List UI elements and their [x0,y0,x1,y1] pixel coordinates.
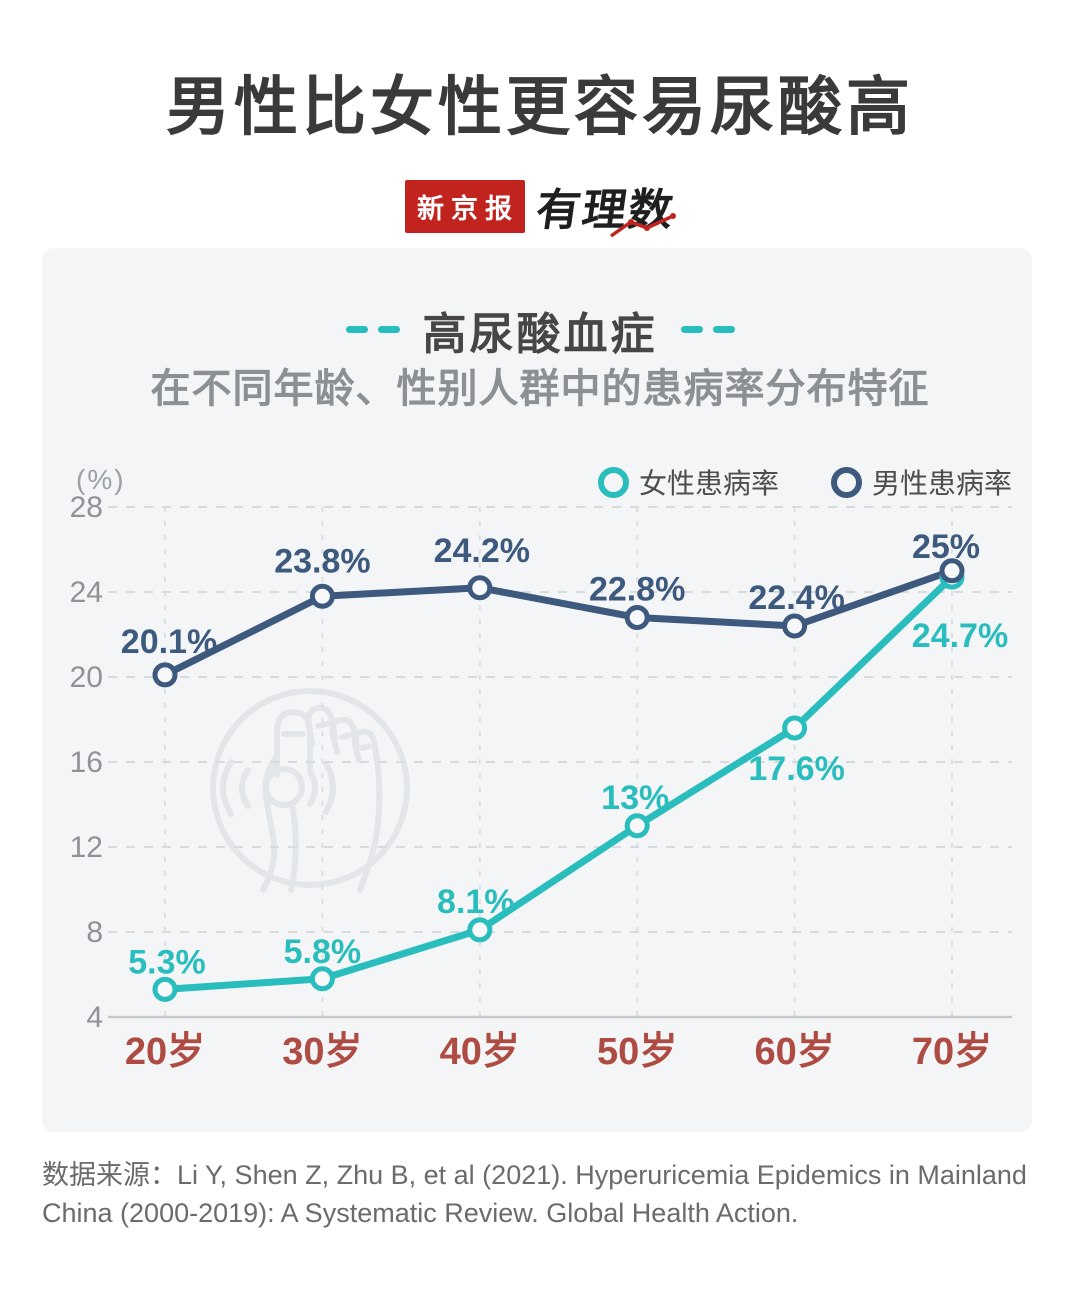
chart-title-row: 高尿酸血症 [0,298,1080,362]
legend-item-female: 女性患病率 [597,462,779,502]
dash-decoration-right [676,321,740,339]
chart-legend: 女性患病率 男性患病率 [597,462,1012,502]
xinjingbao-logo-badge: 新京报 [405,179,525,233]
y-axis-unit-label: (%) [76,464,126,495]
legend-marker-female-icon [597,466,629,498]
logo-linechart-icon [609,213,676,238]
youlishu-logo: 有理数 [533,174,678,238]
legend-item-male: 男性患病率 [830,462,1012,502]
brand-row: 新京报 有理数 [0,174,1080,238]
legend-label-male: 男性患病率 [871,468,1012,499]
legend-marker-male-icon [830,466,862,498]
chart-subtitle: 在不同年龄、性别人群中的患病率分布特征 [150,367,930,411]
page-title: 男性比女性更容易尿酸高 [166,71,914,143]
chart-title: 高尿酸血症 [422,310,658,359]
dash-decoration-left [341,321,405,339]
source-citation: 数据来源：Li Y, Shen Z, Zhu B, et al (2021). … [42,1160,1027,1229]
legend-label-female: 女性患病率 [638,468,779,499]
